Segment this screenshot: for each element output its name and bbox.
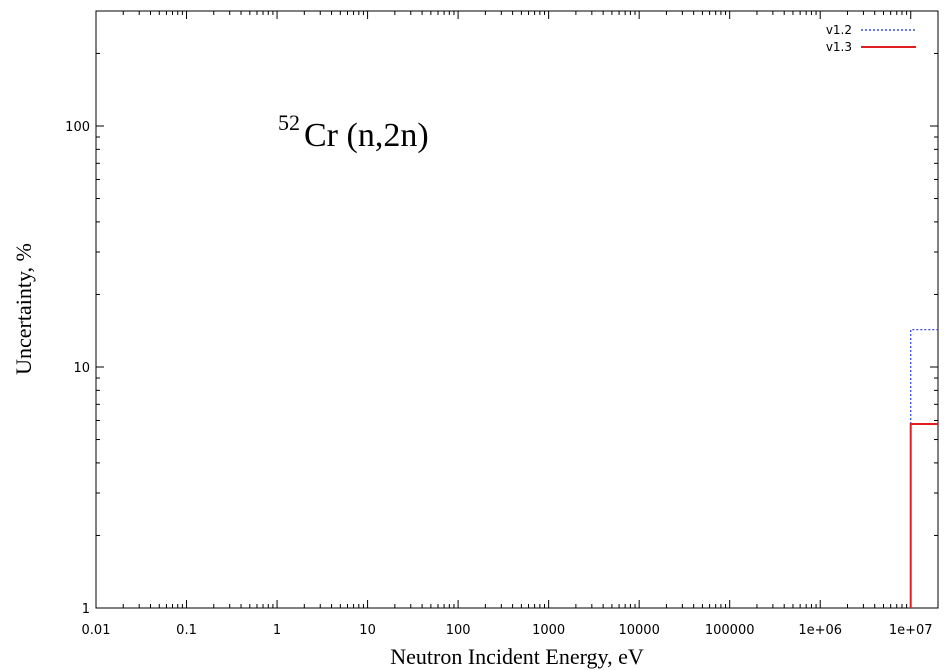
x-tick-label: 10000 xyxy=(618,623,659,638)
x-axis-ticks: 0.01 0.1 1 10 100 1000 10000 100000 1e+06 1e+07 xyxy=(82,11,939,638)
y-tick-label: 100 xyxy=(65,120,90,135)
x-tick-label: 10 xyxy=(359,623,376,638)
x-tick-label: 0.1 xyxy=(176,623,197,638)
legend-label-v1-2: v1.2 xyxy=(826,23,852,37)
y-tick-label: 1 xyxy=(82,602,90,617)
x-tick-label: 100 xyxy=(446,623,471,638)
y-axis-ticks: 1 10 100 xyxy=(65,10,938,617)
x-tick-label: 100000 xyxy=(705,623,755,638)
legend: v1.2 v1.3 xyxy=(826,23,916,54)
chart-annotation: 52 Cr (n,2n) xyxy=(278,110,429,154)
annotation-superscript: 52 xyxy=(278,110,300,135)
x-tick-label: 1e+07 xyxy=(889,623,933,638)
annotation-text: Cr (n,2n) xyxy=(304,117,429,154)
y-tick-label: 10 xyxy=(73,361,90,376)
x-tick-label: 1 xyxy=(273,623,281,638)
x-axis-title: Neutron Incident Energy, eV xyxy=(390,644,644,669)
x-tick-label: 0.01 xyxy=(82,623,111,638)
plot-frame xyxy=(95,10,939,609)
y-axis-title: Uncertainty, % xyxy=(11,243,36,375)
x-tick-label: 1000 xyxy=(532,623,565,638)
series-line-v1-2 xyxy=(910,328,938,608)
series-group xyxy=(909,328,938,608)
legend-label-v1-3: v1.3 xyxy=(826,40,852,54)
series-line-v1-3 xyxy=(909,423,938,608)
x-tick-label: 1e+06 xyxy=(798,623,842,638)
